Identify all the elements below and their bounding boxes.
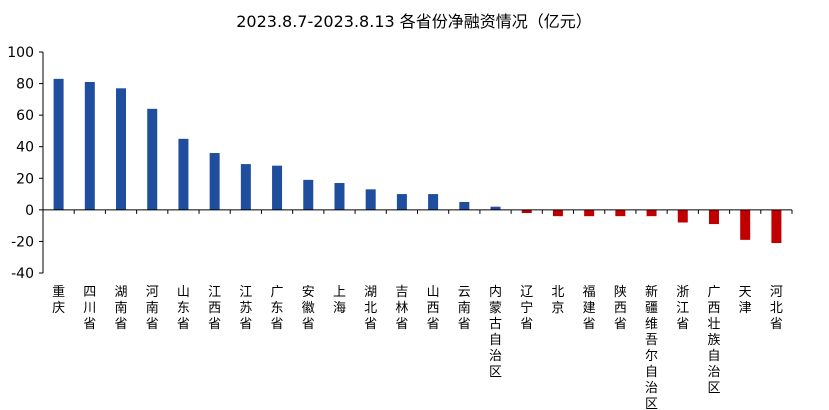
category-label: 重庆 <box>52 284 65 316</box>
category-label: 吉林省 <box>395 285 408 332</box>
y-tick-label: 40 <box>16 140 34 156</box>
chart-title: 2023.8.7-2023.8.13 各省份净融资情况（亿元） <box>236 12 592 31</box>
category-label: 福建省 <box>583 285 596 332</box>
bar <box>771 209 782 244</box>
bar <box>521 209 532 214</box>
y-tick-label: 60 <box>16 108 34 124</box>
x-axis <box>42 209 793 214</box>
bar <box>365 189 376 210</box>
bar <box>116 88 127 210</box>
category-label: 北京 <box>551 285 564 316</box>
category-label: 江西省 <box>208 285 221 332</box>
category-labels: 重庆 四川省 湖南省 河南省 山东省 江西省 江苏省 广东省 安徽省 上海 湖北省 吉林省 山西省 云南省… <box>52 284 783 410</box>
bar <box>490 206 501 210</box>
category-label: 广西壮族自治区 <box>707 285 720 396</box>
bar <box>459 201 470 210</box>
bar <box>303 179 314 210</box>
category-label: 上海 <box>333 285 346 316</box>
bar <box>584 209 595 217</box>
bar <box>552 209 563 217</box>
category-label: 广东省 <box>271 285 284 332</box>
bar <box>53 78 64 210</box>
category-label: 内蒙古自治区 <box>489 284 502 380</box>
bar <box>240 164 251 210</box>
category-label: 浙江省 <box>676 285 689 332</box>
y-tick-label: 20 <box>16 171 34 187</box>
bar <box>615 209 626 217</box>
y-tick-label: -20 <box>11 234 34 250</box>
category-label: 江苏省 <box>239 285 252 332</box>
bar <box>147 108 158 210</box>
y-axis: -40 -20 0 20 40 60 80 100 <box>7 45 44 282</box>
bar <box>209 153 220 210</box>
category-label: 河南省 <box>146 285 159 332</box>
y-tick-label: 100 <box>7 45 34 61</box>
category-label: 湖北省 <box>364 285 377 332</box>
category-label: 四川省 <box>83 285 96 332</box>
category-label: 新疆维吾尔自治区 <box>645 284 658 410</box>
category-label: 湖南省 <box>115 285 128 332</box>
bar <box>396 194 407 210</box>
category-label: 辽宁省 <box>520 285 533 332</box>
category-label: 云南省 <box>458 285 471 332</box>
category-label: 河北省 <box>770 285 783 332</box>
bar <box>428 194 439 210</box>
y-tick-label: 0 <box>25 203 34 219</box>
category-label: 山西省 <box>427 285 440 332</box>
bar <box>178 138 189 210</box>
y-tick-label: -40 <box>11 266 34 282</box>
bar <box>272 165 283 210</box>
category-label: 安徽省 <box>302 285 315 332</box>
bar <box>677 209 688 223</box>
bar <box>740 209 751 240</box>
category-label: 山东省 <box>177 285 190 332</box>
category-label: 天津 <box>739 285 752 316</box>
y-tick-label: 80 <box>16 77 34 93</box>
bars <box>53 78 782 244</box>
bar <box>334 183 345 210</box>
category-label: 陕西省 <box>614 285 627 332</box>
bar <box>708 209 719 225</box>
bar <box>646 209 657 217</box>
bar <box>84 81 95 210</box>
